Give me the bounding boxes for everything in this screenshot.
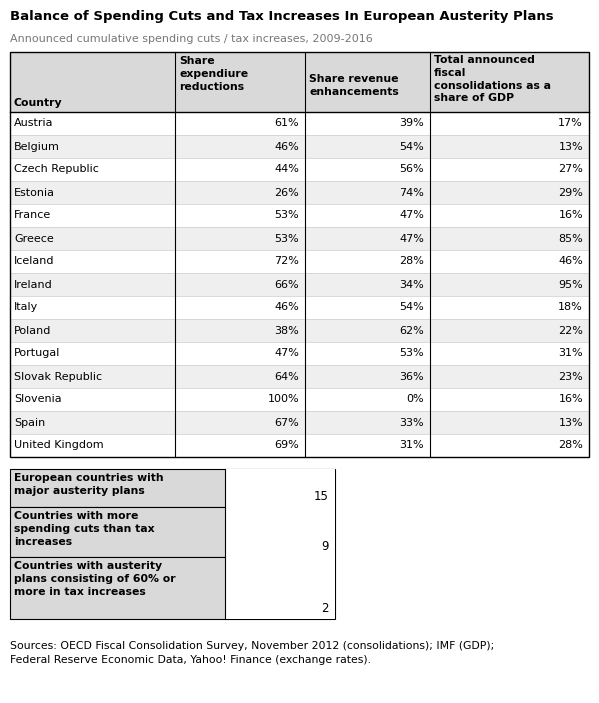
Text: Countries with austerity
plans consisting of 60% or
more in tax increases: Countries with austerity plans consistin…	[14, 561, 176, 597]
Text: 72%: 72%	[274, 257, 299, 266]
Text: Czech Republic: Czech Republic	[14, 165, 99, 174]
Text: Balance of Spending Cuts and Tax Increases In European Austerity Plans: Balance of Spending Cuts and Tax Increas…	[10, 10, 553, 23]
Text: 46%: 46%	[558, 257, 583, 266]
Bar	[225, 557, 335, 619]
Bar	[10, 342, 589, 365]
Text: 64%: 64%	[274, 371, 299, 382]
Text: 66%: 66%	[274, 280, 299, 290]
Bar	[10, 158, 589, 181]
Bar	[10, 469, 335, 507]
Text: 56%: 56%	[400, 165, 424, 174]
Text: 17%: 17%	[558, 119, 583, 129]
Bar	[10, 52, 589, 457]
Text: Country: Country	[14, 98, 63, 108]
Text: 53%: 53%	[274, 210, 299, 221]
Bar	[10, 273, 589, 296]
Text: Share revenue
enhancements: Share revenue enhancements	[309, 74, 399, 97]
Text: Portugal: Portugal	[14, 349, 60, 359]
Bar	[10, 227, 589, 250]
Text: Countries with more
spending cuts than tax
increases: Countries with more spending cuts than t…	[14, 511, 155, 547]
Bar	[10, 434, 589, 457]
Bar	[10, 557, 335, 619]
Bar	[10, 204, 589, 227]
Bar	[225, 507, 335, 557]
Text: 85%: 85%	[558, 233, 583, 243]
Bar	[10, 411, 589, 434]
Bar	[225, 469, 335, 507]
Text: 67%: 67%	[274, 418, 299, 427]
Bar	[10, 388, 589, 411]
Text: Greece: Greece	[14, 233, 54, 243]
Text: 29%: 29%	[558, 188, 583, 198]
Text: United Kingdom: United Kingdom	[14, 441, 104, 451]
Text: 95%: 95%	[558, 280, 583, 290]
Text: Slovak Republic: Slovak Republic	[14, 371, 102, 382]
Text: 28%: 28%	[558, 441, 583, 451]
Text: 31%: 31%	[558, 349, 583, 359]
Text: 16%: 16%	[558, 210, 583, 221]
Bar	[10, 319, 589, 342]
Bar	[10, 135, 589, 158]
Text: 53%: 53%	[274, 233, 299, 243]
Text: Ireland: Ireland	[14, 280, 53, 290]
Text: 53%: 53%	[400, 349, 424, 359]
Text: 27%: 27%	[558, 165, 583, 174]
Text: 9: 9	[322, 540, 329, 553]
Bar	[10, 250, 589, 273]
Text: Austria: Austria	[14, 119, 53, 129]
Bar	[10, 112, 589, 135]
Text: 74%: 74%	[399, 188, 424, 198]
Text: Total announced
fiscal
consolidations as a
share of GDP: Total announced fiscal consolidations as…	[434, 55, 551, 103]
Text: 15: 15	[314, 490, 329, 503]
Text: Italy: Italy	[14, 302, 38, 313]
Text: France: France	[14, 210, 52, 221]
Text: 69%: 69%	[274, 441, 299, 451]
Text: Belgium: Belgium	[14, 141, 60, 152]
Text: Announced cumulative spending cuts / tax increases, 2009-2016: Announced cumulative spending cuts / tax…	[10, 34, 373, 44]
Text: 54%: 54%	[400, 302, 424, 313]
Text: 33%: 33%	[400, 418, 424, 427]
Text: 2: 2	[322, 602, 329, 615]
Text: Sources: OECD Fiscal Consolidation Survey, November 2012 (consolidations); IMF (: Sources: OECD Fiscal Consolidation Surve…	[10, 641, 494, 665]
Bar	[10, 507, 335, 557]
Text: European countries with
major austerity plans: European countries with major austerity …	[14, 473, 164, 496]
Text: 31%: 31%	[400, 441, 424, 451]
Text: 13%: 13%	[558, 141, 583, 152]
Text: 46%: 46%	[274, 141, 299, 152]
Text: 54%: 54%	[400, 141, 424, 152]
Text: 23%: 23%	[558, 371, 583, 382]
Bar	[10, 296, 589, 319]
Text: Iceland: Iceland	[14, 257, 55, 266]
Text: 62%: 62%	[400, 325, 424, 335]
Text: 28%: 28%	[399, 257, 424, 266]
Text: 44%: 44%	[274, 165, 299, 174]
Text: 26%: 26%	[274, 188, 299, 198]
Text: 100%: 100%	[267, 394, 299, 404]
Text: 16%: 16%	[558, 394, 583, 404]
Text: Share
expendiure
reductions: Share expendiure reductions	[179, 56, 248, 91]
Text: 13%: 13%	[558, 418, 583, 427]
Text: Spain: Spain	[14, 418, 46, 427]
Text: 46%: 46%	[274, 302, 299, 313]
Text: 47%: 47%	[399, 233, 424, 243]
Text: 61%: 61%	[274, 119, 299, 129]
Text: Poland: Poland	[14, 325, 52, 335]
Text: 18%: 18%	[558, 302, 583, 313]
Text: Estonia: Estonia	[14, 188, 55, 198]
Text: 47%: 47%	[274, 349, 299, 359]
Text: 39%: 39%	[400, 119, 424, 129]
Bar	[10, 365, 589, 388]
Text: 34%: 34%	[400, 280, 424, 290]
Bar	[10, 181, 589, 204]
Text: 0%: 0%	[406, 394, 424, 404]
Text: 38%: 38%	[274, 325, 299, 335]
Text: Slovenia: Slovenia	[14, 394, 62, 404]
Text: 36%: 36%	[400, 371, 424, 382]
Bar	[10, 52, 589, 112]
Text: 22%: 22%	[558, 325, 583, 335]
Text: 47%: 47%	[399, 210, 424, 221]
